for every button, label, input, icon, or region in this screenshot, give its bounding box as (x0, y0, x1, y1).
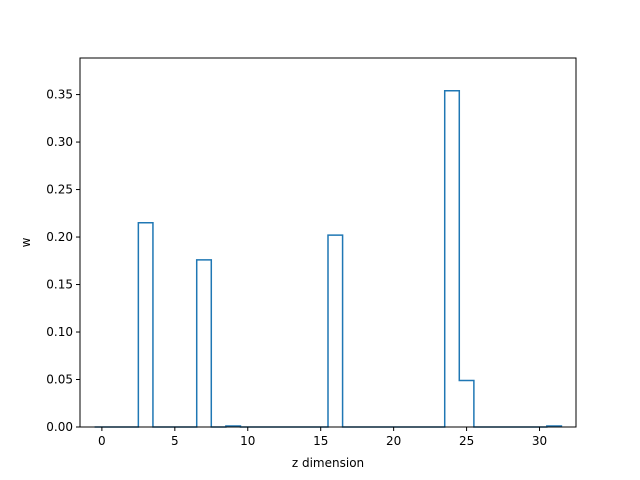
y-tick-label: 0.15 (46, 278, 73, 292)
x-tick-label: 5 (171, 434, 179, 448)
y-tick-label: 0.10 (46, 325, 73, 339)
y-tick-label: 0.35 (46, 88, 73, 102)
y-axis-ticks: 0.00 0.05 0.10 0.15 0.20 0.25 0.30 0.35 (46, 88, 80, 434)
y-axis-label: w (19, 237, 33, 247)
y-tick-label: 0.30 (46, 135, 73, 149)
x-axis-ticks: 0 5 10 15 20 25 30 (98, 427, 547, 448)
x-tick-label: 25 (459, 434, 474, 448)
x-tick-label: 30 (532, 434, 547, 448)
x-tick-label: 10 (240, 434, 255, 448)
x-axis-label: z dimension (292, 456, 364, 470)
y-tick-label: 0.20 (46, 230, 73, 244)
x-tick-label: 0 (98, 434, 106, 448)
y-tick-label: 0.05 (46, 373, 73, 387)
y-tick-label: 0.25 (46, 183, 73, 197)
x-tick-label: 20 (386, 434, 401, 448)
plot-frame (79, 57, 577, 428)
x-tick-label: 15 (313, 434, 328, 448)
y-tick-label: 0.00 (46, 420, 73, 434)
